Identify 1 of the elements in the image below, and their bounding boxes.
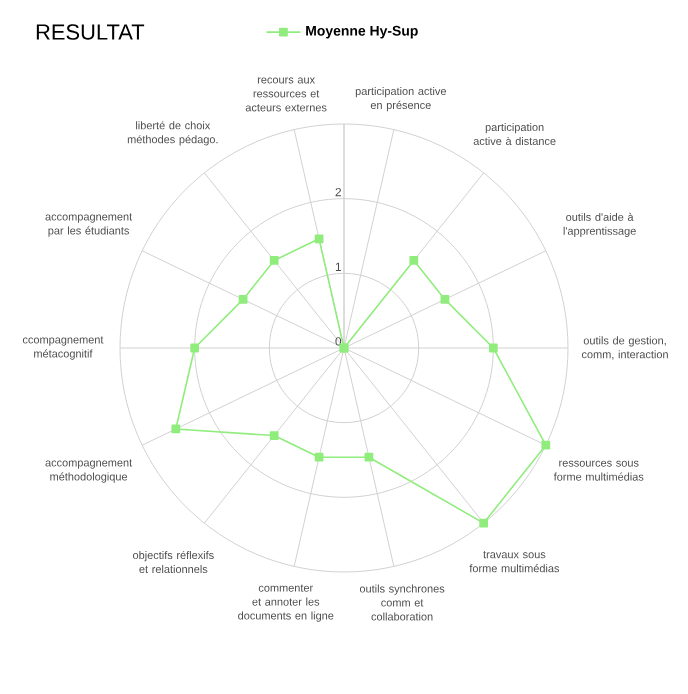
chart-title: RESULTAT bbox=[36, 24, 145, 40]
